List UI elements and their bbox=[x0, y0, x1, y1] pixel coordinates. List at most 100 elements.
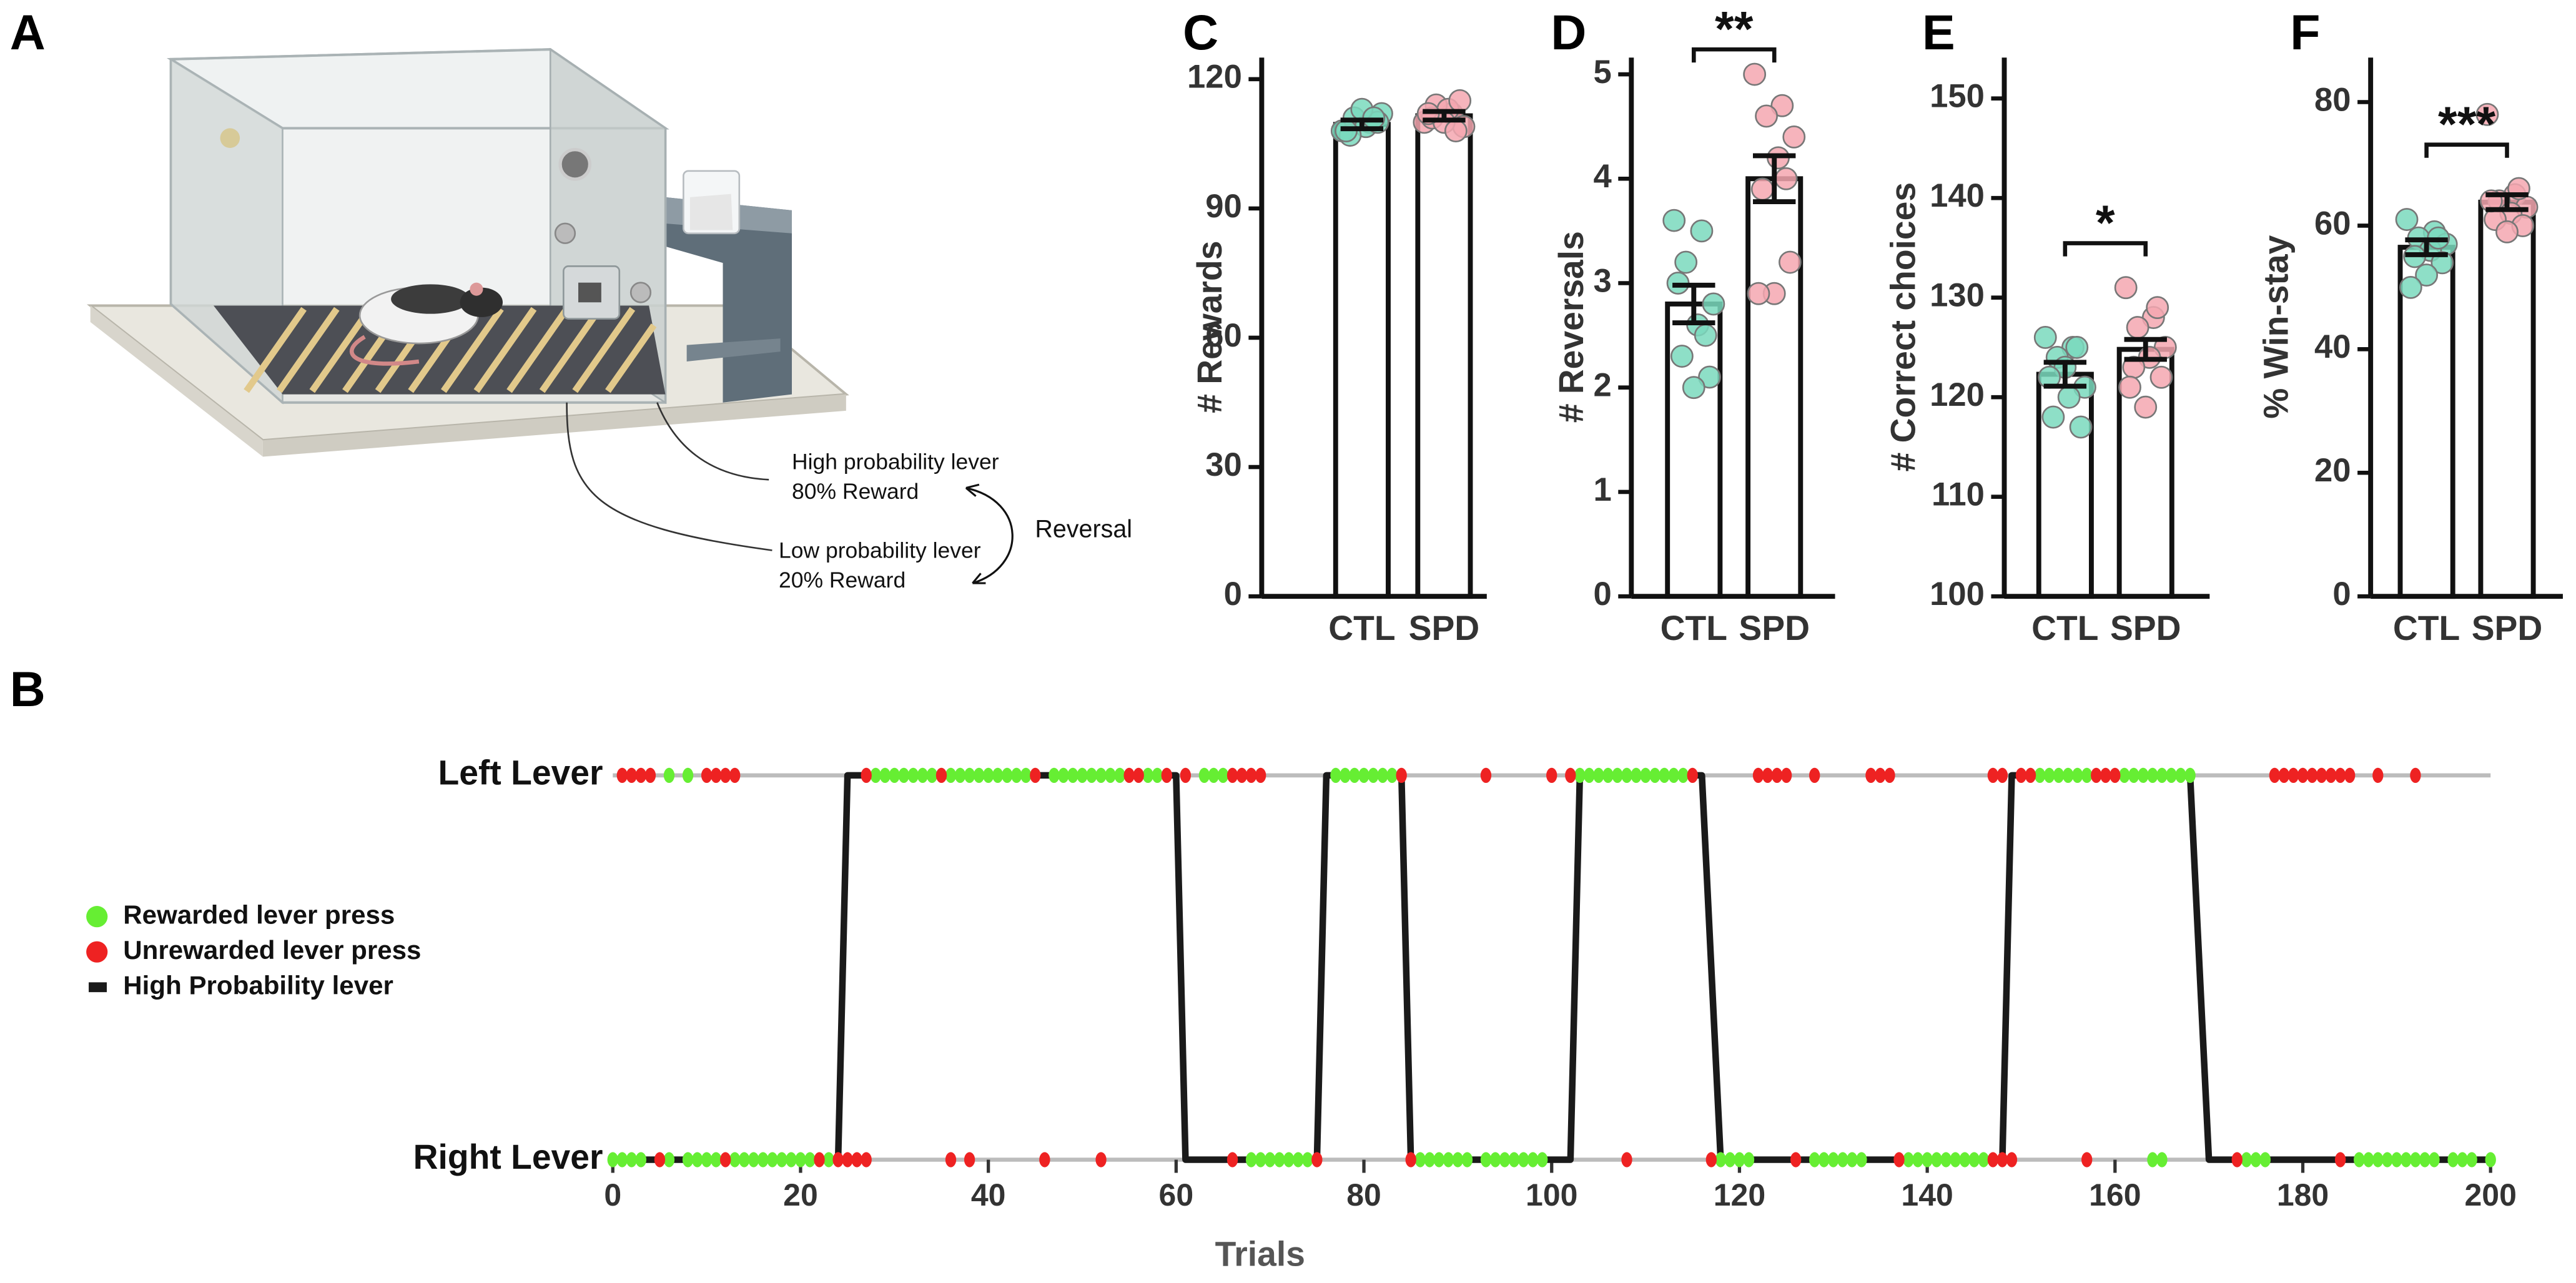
lever-press bbox=[2184, 767, 2196, 784]
lever-press bbox=[720, 1152, 731, 1167]
bar bbox=[2478, 199, 2536, 599]
lever-press bbox=[2100, 767, 2111, 784]
lever-press bbox=[1649, 767, 1661, 784]
data-point bbox=[1779, 250, 1802, 274]
lever-press bbox=[823, 1152, 834, 1167]
lever-press bbox=[1790, 1152, 1802, 1167]
diagram-label: High probability lever bbox=[792, 449, 999, 474]
lever-press bbox=[2466, 1152, 2477, 1167]
y-tick-label: 1 bbox=[1593, 471, 1611, 508]
y-axis-label: # Correct choices bbox=[1883, 182, 1922, 472]
lever-press bbox=[2429, 1152, 2440, 1167]
lever-press bbox=[1574, 767, 1586, 784]
lever-press bbox=[2062, 767, 2074, 784]
data-point bbox=[1782, 125, 1806, 149]
significance-bracket bbox=[2063, 241, 2148, 257]
x-tick-label: 20 bbox=[783, 1177, 818, 1212]
lever-press bbox=[1996, 1152, 2008, 1167]
lever-press bbox=[1461, 1152, 1473, 1167]
legend-label: Unrewarded lever press bbox=[123, 935, 421, 965]
lever-press bbox=[1687, 767, 1698, 784]
lever-press bbox=[2410, 767, 2421, 784]
x-tick-label: 0 bbox=[604, 1177, 621, 1212]
y-axis-label: # Rewards bbox=[1190, 241, 1229, 413]
lever-press bbox=[917, 767, 929, 784]
lever-press bbox=[2391, 1152, 2402, 1167]
lever-press bbox=[1743, 1152, 1755, 1167]
data-point bbox=[1690, 219, 1714, 243]
y-tick-label: 100 bbox=[1930, 576, 1985, 612]
lever-press bbox=[1621, 767, 1632, 784]
panel-label: E bbox=[1922, 5, 1955, 60]
x-tick-label: CTL bbox=[2031, 609, 2098, 647]
lever-press bbox=[1002, 767, 1013, 784]
lever-press bbox=[870, 767, 881, 784]
lever-press bbox=[2156, 767, 2168, 784]
lever-press bbox=[1922, 1152, 1933, 1167]
data-point bbox=[1670, 345, 1694, 368]
y-tick-label: 120 bbox=[1187, 59, 1242, 96]
lever-press bbox=[1011, 767, 1022, 784]
lever-press bbox=[1631, 767, 1642, 784]
lever-press bbox=[964, 1152, 975, 1167]
lever-press bbox=[1480, 1152, 1492, 1167]
lever-press bbox=[1236, 767, 1248, 784]
lever-press bbox=[879, 767, 891, 784]
lever-press bbox=[710, 767, 722, 784]
lever-press bbox=[1245, 1152, 1257, 1167]
lever-press bbox=[729, 1152, 741, 1167]
lever-press bbox=[1527, 1152, 1539, 1167]
lever-press bbox=[2231, 1152, 2243, 1167]
x-tick-label: 60 bbox=[1159, 1177, 1194, 1212]
lever-press bbox=[973, 767, 985, 784]
lever-press bbox=[1780, 767, 1792, 784]
lever-press bbox=[635, 1152, 647, 1167]
lever-press bbox=[1593, 767, 1604, 784]
lever-press bbox=[682, 767, 694, 784]
lever-press bbox=[2334, 1152, 2346, 1167]
lever-press bbox=[2372, 1152, 2384, 1167]
lever-press bbox=[2091, 767, 2102, 784]
lever-press bbox=[1226, 767, 1238, 784]
data-point bbox=[2395, 208, 2419, 231]
x-tick-label: SPD bbox=[2472, 609, 2543, 647]
lever-press bbox=[2287, 767, 2299, 784]
significance-label: *** bbox=[2438, 97, 2495, 152]
lever-press bbox=[739, 1152, 750, 1167]
lever-press bbox=[626, 767, 638, 784]
x-tick-label: CTL bbox=[1328, 609, 1395, 647]
legend-swatch bbox=[89, 982, 107, 993]
significance-bracket bbox=[2424, 142, 2509, 158]
lever-press bbox=[616, 767, 628, 784]
panel-label: F bbox=[2290, 5, 2320, 60]
data-point bbox=[1444, 119, 1468, 143]
high-probability-line bbox=[613, 772, 2491, 1163]
lever-press bbox=[663, 767, 675, 784]
lever-press bbox=[1640, 767, 1651, 784]
lever-press bbox=[710, 1152, 722, 1167]
lever-press bbox=[1349, 767, 1360, 784]
lever-press bbox=[1912, 1152, 1923, 1167]
lever-press bbox=[1217, 767, 1229, 784]
data-point bbox=[1682, 376, 1705, 400]
data-point bbox=[1770, 94, 1794, 117]
lever-press bbox=[2334, 767, 2346, 784]
lever-press bbox=[1377, 767, 1388, 784]
legend-label: Rewarded lever press bbox=[123, 900, 395, 929]
x-tick-label: SPD bbox=[1739, 609, 1810, 647]
lever-press bbox=[776, 1152, 787, 1167]
lever-press bbox=[861, 1152, 872, 1167]
lever-press bbox=[616, 1152, 628, 1167]
lever-press bbox=[1452, 1152, 1464, 1167]
y-tick-label: 60 bbox=[1205, 317, 1242, 354]
lever-press bbox=[1414, 1152, 1426, 1167]
y-tick-label: 110 bbox=[1932, 476, 1985, 513]
x-tick-label: 40 bbox=[971, 1177, 1006, 1212]
data-point bbox=[2399, 275, 2422, 299]
lever-press bbox=[1443, 1152, 1454, 1167]
lever-press bbox=[945, 767, 957, 784]
lever-press bbox=[1039, 1152, 1050, 1167]
lever-press bbox=[786, 1152, 797, 1167]
bar bbox=[1333, 122, 1391, 599]
data-point bbox=[2430, 251, 2454, 275]
